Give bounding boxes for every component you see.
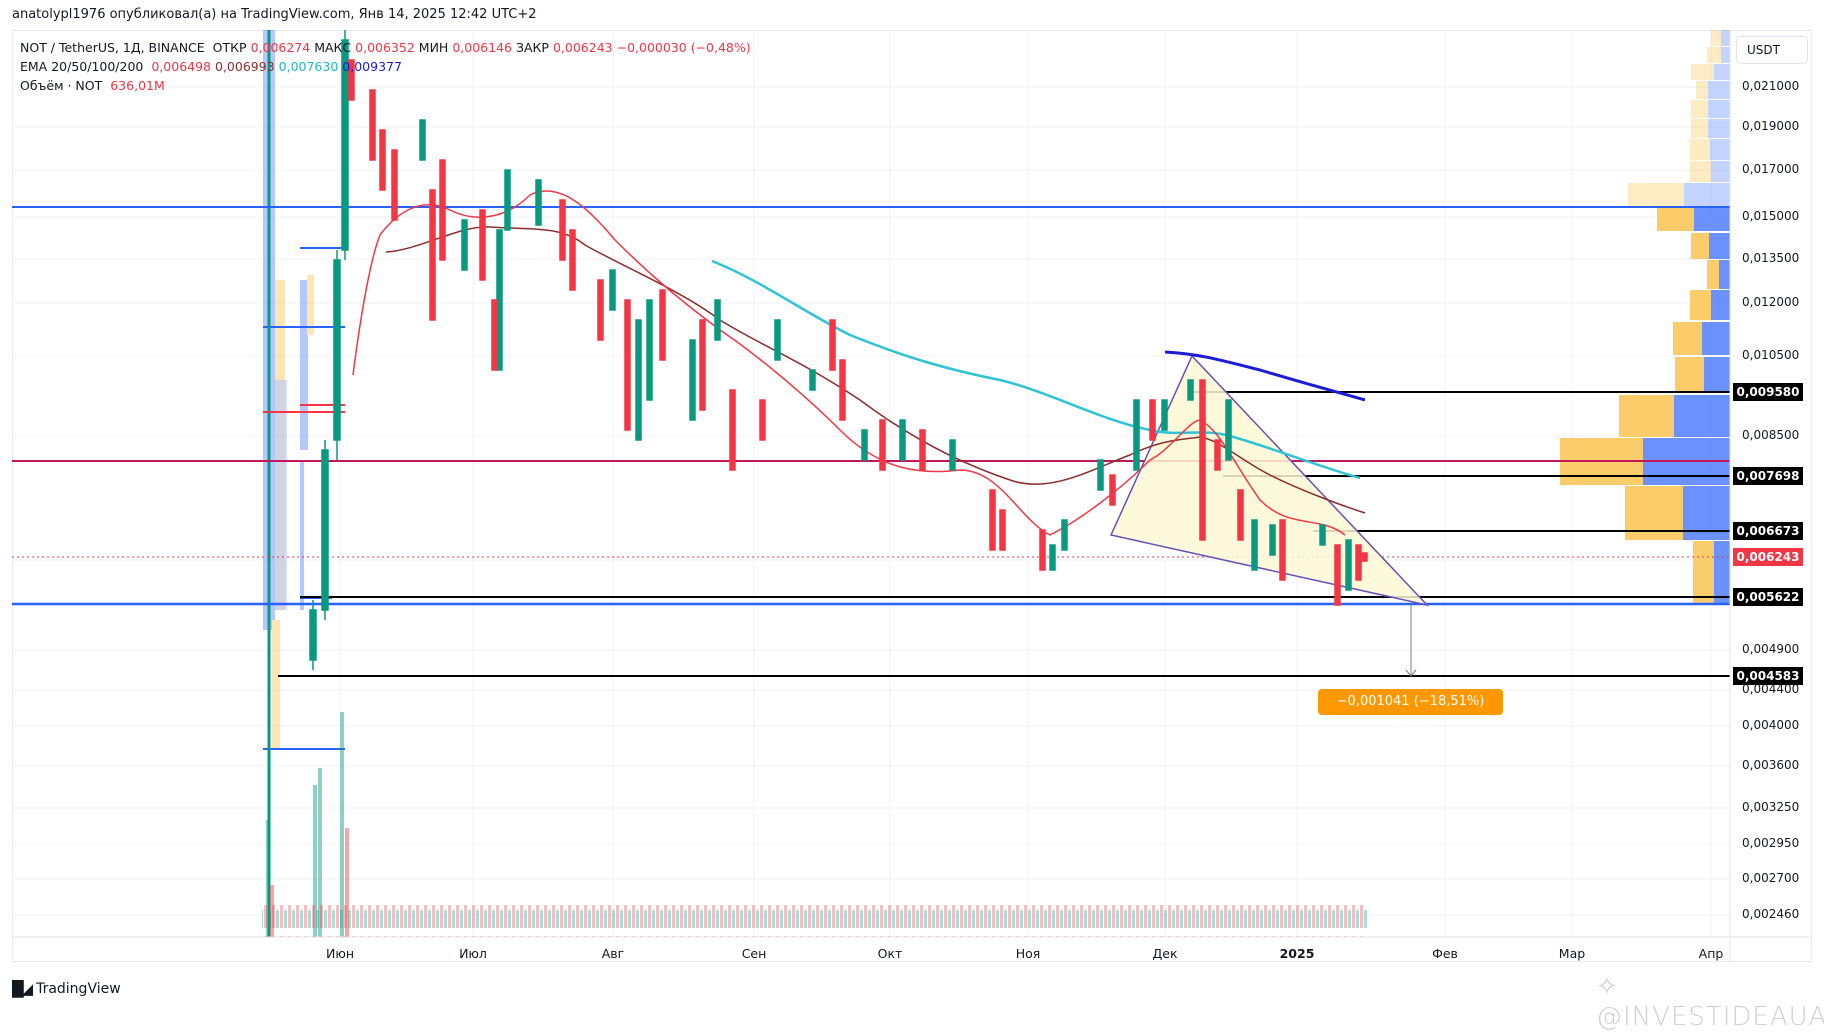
price-tick: 0,019000 [1742, 119, 1800, 133]
ema100-value: 0,007630 [278, 59, 339, 74]
price-tick: 0,004900 [1742, 642, 1800, 656]
watermark-text: @INVESTIDEAUA [1596, 1002, 1824, 1032]
time-tick: Апр [1698, 946, 1724, 961]
open-label: ОТКР [212, 40, 247, 55]
symbol-label[interactable]: NOT / TetherUS, 1Д, BINANCE [20, 40, 205, 55]
horizontal-levels[interactable] [12, 206, 1730, 677]
chart-pane[interactable] [12, 30, 1812, 962]
ema200-value: 0,009377 [342, 59, 402, 74]
level-price-tag: 0,006673 [1733, 522, 1803, 540]
brand-text: TradingView [36, 981, 121, 997]
currency-button[interactable]: USDT [1736, 36, 1808, 64]
watermark-logo-icon: ✧ [1596, 972, 1619, 1002]
chart-legend: NOT / TetherUS, 1Д, BINANCE ОТКР 0,006274… [20, 38, 751, 95]
price-tick: 0,017000 [1742, 162, 1800, 176]
volume-value: 636,01M [110, 78, 165, 93]
price-chart[interactable] [0, 0, 1824, 1010]
volume-strip [262, 905, 1367, 937]
triangle-pattern[interactable] [1109, 354, 1430, 607]
ema-label[interactable]: EMA 20/50/100/200 [20, 59, 144, 74]
tv-logo-icon: █◢ [12, 980, 33, 998]
level-price-tag: 0,005622 [1733, 588, 1803, 606]
price-tick: 0,010500 [1742, 348, 1800, 362]
open-value: 0,006274 [250, 40, 311, 55]
time-tick: Июл [459, 946, 487, 961]
time-tick: Ноя [1015, 946, 1041, 961]
price-tick: 0,021000 [1742, 79, 1800, 93]
tradingview-logo[interactable]: █◢ TradingView [12, 980, 121, 998]
ema50-value: 0,006993 [215, 59, 275, 74]
level-price-tag: 0,007698 [1733, 467, 1803, 485]
ema20-value: 0,006498 [151, 59, 212, 74]
level-price-tag: 0,009580 [1733, 383, 1803, 401]
time-tick: Дек [1152, 946, 1178, 961]
time-tick: Июн [325, 946, 355, 961]
time-tick: 2025 [1279, 946, 1315, 961]
watermark: ✧ @INVESTIDEAUA [1596, 972, 1824, 1032]
price-tick: 0,004400 [1742, 682, 1800, 696]
volume-profile-right [1560, 30, 1730, 604]
price-tick: 0,008500 [1742, 428, 1800, 442]
last-price-tag: 0,006243 [1733, 548, 1803, 566]
time-tick: Авг [601, 946, 625, 961]
change-value: −0,000030 (−0,48%) [616, 40, 751, 55]
price-tick: 0,004000 [1742, 718, 1800, 732]
ema100-line [711, 259, 1361, 480]
price-tick: 0,015000 [1742, 209, 1800, 223]
volume-profile-left [263, 30, 314, 750]
time-tick: Мар [1558, 946, 1586, 961]
volume-label[interactable]: Объём · NOT [20, 78, 103, 93]
candles [309, 30, 1368, 670]
low-label: МИН [418, 40, 449, 55]
price-tick: 0,003250 [1742, 800, 1800, 814]
price-tick: 0,013500 [1742, 251, 1800, 265]
price-tick: 0,012000 [1742, 295, 1800, 309]
measurement-label: −0,001041 (−18,51%) −1041 [1318, 689, 1503, 735]
time-tick: Окт [877, 946, 903, 961]
price-tick: 0,002460 [1742, 907, 1800, 921]
time-tick: Сен [741, 946, 767, 961]
price-tick: 0,003600 [1742, 758, 1800, 772]
time-tick: Фев [1432, 946, 1458, 961]
ema200-line [1164, 350, 1366, 402]
publish-info: anatolypl1976 опубликовал(а) на TradingV… [12, 7, 537, 22]
measure-arrow[interactable] [1405, 604, 1417, 677]
ema50-line [385, 226, 1366, 514]
price-tick: 0,002950 [1742, 836, 1800, 850]
high-label: МАКС [314, 40, 352, 55]
price-tick: 0,002700 [1742, 871, 1800, 885]
low-value: 0,006146 [452, 40, 512, 55]
high-value: 0,006352 [355, 40, 415, 55]
level-price-tag: 0,004583 [1733, 667, 1803, 685]
close-label: ЗАКР [515, 40, 549, 55]
close-value: 0,006243 [552, 40, 613, 55]
